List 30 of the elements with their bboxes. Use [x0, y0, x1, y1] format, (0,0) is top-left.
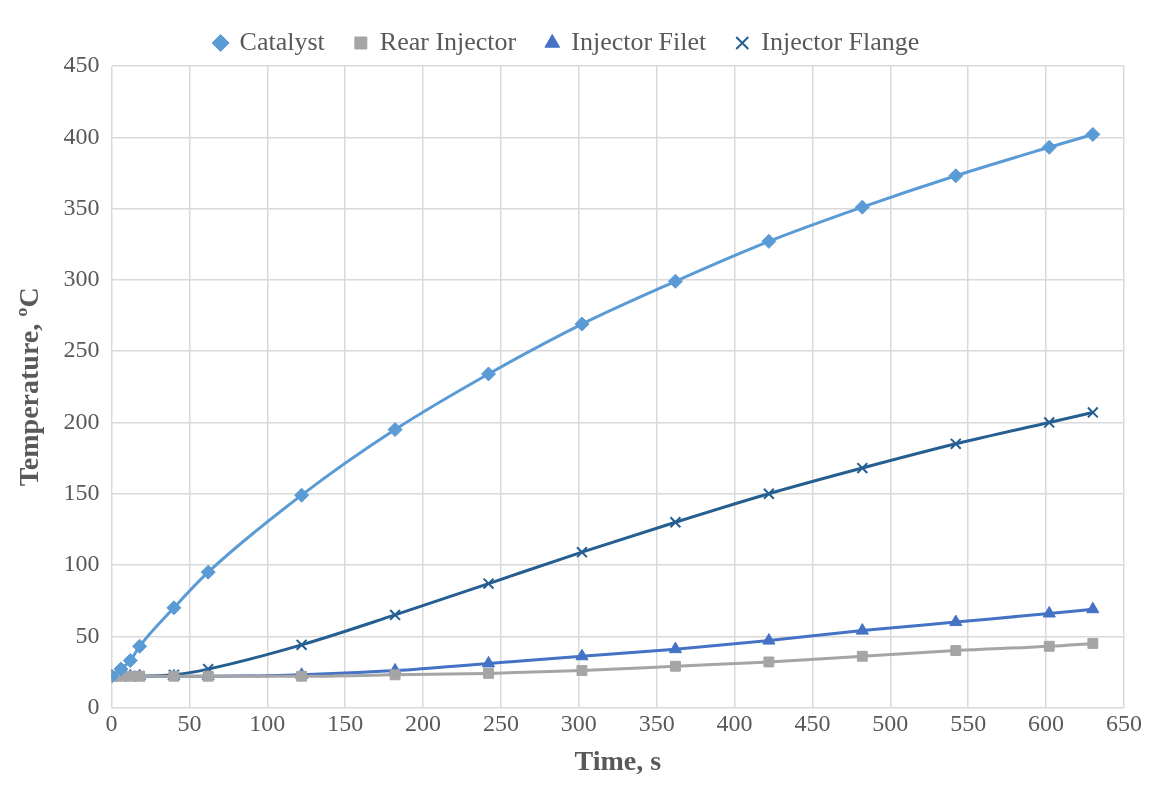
y-tick-label: 350 [63, 193, 100, 220]
x-tick-label: 500 [872, 710, 909, 737]
legend-label: Rear Injector [379, 26, 517, 56]
x-tick-label: 550 [950, 710, 987, 737]
y-tick-label: 50 [75, 621, 100, 648]
y-tick-label: 300 [63, 265, 100, 292]
y-tick-label: 450 [63, 51, 100, 78]
x-tick-label: 50 [177, 710, 202, 737]
legend-label: Injector Filet [571, 26, 708, 56]
x-tick-label: 300 [560, 710, 597, 737]
y-tick-label: 400 [63, 122, 100, 149]
x-axis-title: Time, s [574, 745, 662, 777]
y-axis-title: Temperature, ºC [13, 287, 45, 487]
y-tick-label: 150 [63, 479, 100, 506]
legend-label: Catalyst [239, 26, 326, 56]
y-tick-label: 250 [63, 336, 100, 363]
x-tick-label: 650 [1106, 710, 1142, 737]
x-tick-label: 0 [105, 710, 118, 737]
x-tick-label: 200 [405, 710, 442, 737]
y-tick-label: 0 [87, 692, 100, 719]
x-tick-label: 600 [1028, 710, 1065, 737]
x-tick-label: 100 [249, 710, 286, 737]
y-tick-label: 100 [63, 550, 100, 577]
legend-label: Injector Flange [761, 26, 920, 56]
y-tick-label: 200 [63, 407, 100, 434]
x-tick-label: 350 [638, 710, 675, 737]
x-tick-label: 450 [794, 710, 831, 737]
x-tick-label: 250 [482, 710, 519, 737]
x-tick-label: 150 [327, 710, 364, 737]
x-tick-label: 400 [716, 710, 753, 737]
